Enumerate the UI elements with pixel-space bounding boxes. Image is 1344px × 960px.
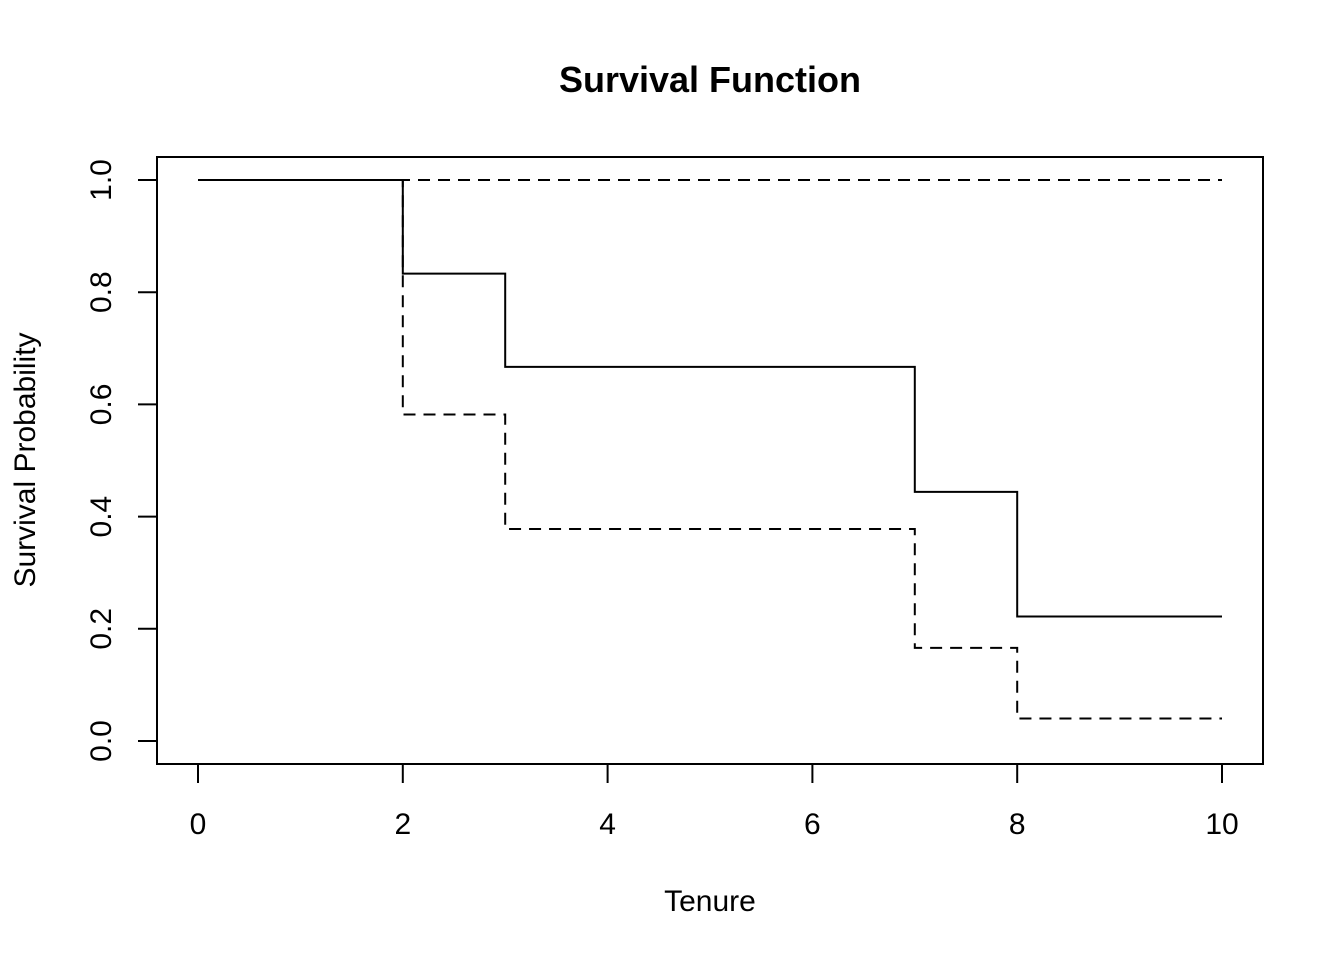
x-axis: 0 2 4 6 8 10 (190, 763, 1239, 841)
y-tick-label: 0.0 (85, 720, 118, 762)
x-axis-label: Tenure (664, 885, 756, 918)
y-axis-label: Survival Probability (9, 332, 42, 587)
x-tick-label: 4 (599, 808, 616, 841)
x-tick-label: 10 (1205, 808, 1238, 841)
series-layer (198, 179, 1222, 720)
y-tick-label: 0.2 (85, 608, 118, 650)
plot-frame (156, 156, 1264, 765)
y-tick-label: 0.8 (85, 271, 118, 313)
chart-title: Survival Function (559, 59, 861, 100)
x-tick-label: 2 (394, 808, 411, 841)
x-tick-label: 8 (1009, 808, 1026, 841)
series-3-line (198, 179, 1222, 720)
series-1-line (198, 179, 1222, 618)
y-tick-label: 1.0 (85, 159, 118, 201)
y-axis: 0.0 0.2 0.4 0.6 0.8 1.0 (85, 159, 158, 762)
x-tick-label: 6 (804, 808, 821, 841)
y-tick-label: 0.4 (85, 496, 118, 538)
y-tick-label: 0.6 (85, 384, 118, 426)
x-tick-label: 0 (190, 808, 207, 841)
